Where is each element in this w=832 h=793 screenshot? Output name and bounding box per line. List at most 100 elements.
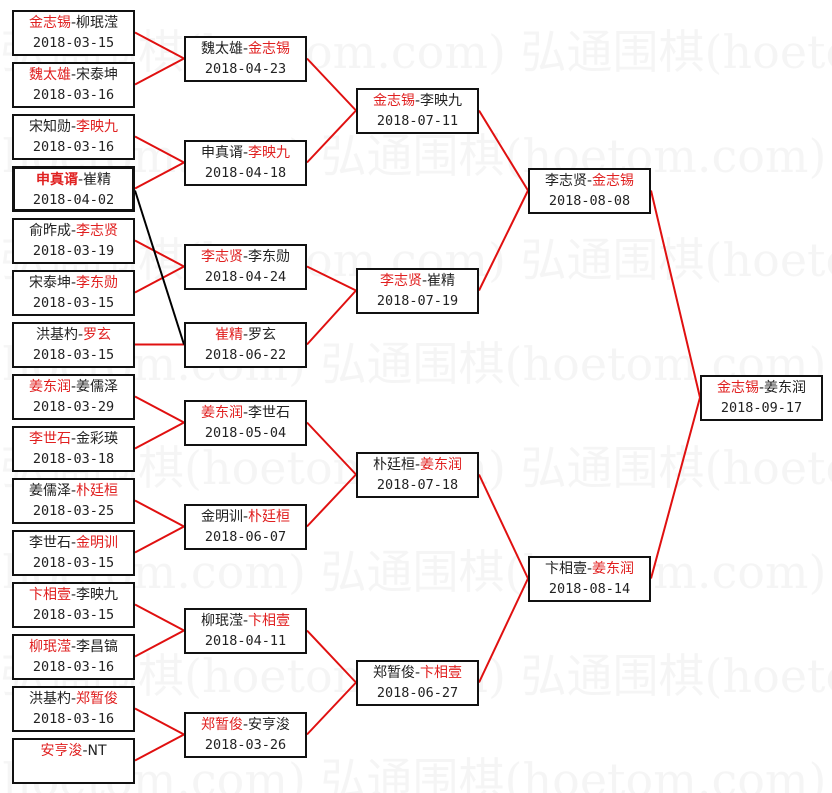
player-2: 李映九 (248, 145, 291, 161)
match-box[interactable]: 朴廷桓-姜东润 2018-07-18 (356, 452, 479, 498)
match-players: 郑暂俊-卞相壹 (358, 663, 477, 683)
player-2: 安亨浚 (248, 717, 291, 733)
match-players: 申真谞-李映九 (186, 143, 305, 163)
player-2: 崔精 (83, 172, 112, 188)
match-players: 柳珉滢-李昌镐 (14, 637, 133, 657)
separator: - (758, 380, 765, 396)
match-date: 2018-08-08 (548, 193, 631, 209)
match-box[interactable]: 卞相壹-李映九 2018-03-15 (12, 582, 135, 628)
player-2: 李世石 (248, 405, 291, 421)
bracket-connector (306, 473, 357, 528)
separator: - (70, 67, 77, 83)
separator: - (242, 405, 249, 421)
match-players: 姜东润-姜儒泽 (14, 377, 133, 397)
match-players: 申真谞-崔精 (15, 170, 132, 190)
match-box[interactable]: 李志贤-金志锡 2018-08-08 (528, 168, 651, 214)
match-box[interactable]: 李世石-金彩瑛 2018-03-18 (12, 426, 135, 472)
separator: - (70, 431, 77, 447)
player-1: 魏太雄 (200, 41, 243, 57)
separator: - (77, 172, 84, 188)
player-2: 李映九 (76, 119, 119, 135)
match-box[interactable]: 金志锡-柳珉滢 2018-03-15 (12, 10, 135, 56)
player-1: 姜东润 (28, 379, 71, 395)
match-box[interactable]: 安亨浚-NT (12, 738, 135, 784)
match-players: 宋泰坤-李东勋 (14, 273, 133, 293)
match-date: 2018-03-16 (32, 139, 115, 155)
player-1: 安亨浚 (40, 743, 83, 759)
bracket-connector (134, 135, 185, 164)
match-box[interactable]: 郑暂俊-安亨浚 2018-03-26 (184, 712, 307, 758)
match-date: 2018-03-16 (32, 711, 115, 727)
match-players: 李志贤-崔精 (358, 271, 477, 291)
match-date: 2018-03-19 (32, 243, 115, 259)
match-players: 卞相壹-姜东润 (530, 559, 649, 579)
player-2: 朴廷桓 (248, 509, 291, 525)
player-1: 朴廷桓 (372, 457, 415, 473)
separator: - (242, 509, 249, 525)
player-2: 崔精 (427, 273, 456, 289)
match-box[interactable]: 金志锡-姜东润 2018-09-17 (700, 375, 823, 421)
match-box[interactable]: 柳珉滢-卞相壹 2018-04-11 (184, 608, 307, 654)
player-2: 金明训 (76, 535, 119, 551)
match-date: 2018-07-19 (376, 293, 459, 309)
player-2: 姜东润 (420, 457, 463, 473)
player-2: 李东勋 (248, 249, 291, 265)
match-players: 金明训-朴廷桓 (186, 507, 305, 527)
player-2: 金志锡 (592, 173, 635, 189)
player-1: 李志贤 (544, 173, 587, 189)
player-2: 李映九 (76, 587, 119, 603)
player-2: 金彩瑛 (76, 431, 119, 447)
match-box[interactable]: 崔精-罗玄 2018-06-22 (184, 322, 307, 368)
bracket-connector (134, 265, 185, 294)
match-players: 俞昨成-李志贤 (14, 221, 133, 241)
match-date: 2018-06-27 (376, 685, 459, 701)
match-box[interactable]: 卞相壹-姜东润 2018-08-14 (528, 556, 651, 602)
match-box[interactable]: 姜儒泽-朴廷桓 2018-03-25 (12, 478, 135, 524)
match-box[interactable]: 郑暂俊-卞相壹 2018-06-27 (356, 660, 479, 706)
bracket-connector (134, 499, 185, 528)
match-box[interactable]: 李志贤-李东勋 2018-04-24 (184, 244, 307, 290)
match-box[interactable]: 宋泰坤-李东勋 2018-03-15 (12, 270, 135, 316)
match-box[interactable]: 姜东润-姜儒泽 2018-03-29 (12, 374, 135, 420)
match-date: 2018-03-26 (204, 737, 287, 753)
bracket-connector (134, 31, 185, 60)
match-box[interactable]: 魏太雄-金志锡 2018-04-23 (184, 36, 307, 82)
player-2: NT (87, 743, 107, 759)
match-box[interactable]: 姜东润-李世石 2018-05-04 (184, 400, 307, 446)
match-date: 2018-03-25 (32, 503, 115, 519)
player-2: 罗玄 (248, 327, 277, 343)
bracket-connector (650, 397, 701, 579)
match-box[interactable]: 柳珉滢-李昌镐 2018-03-16 (12, 634, 135, 680)
match-box[interactable]: 魏太雄-宋泰坤 2018-03-16 (12, 62, 135, 108)
match-box[interactable]: 李志贤-崔精 2018-07-19 (356, 268, 479, 314)
match-date: 2018-03-15 (32, 607, 115, 623)
match-box[interactable]: 宋知勋-李映九 2018-03-16 (12, 114, 135, 160)
player-2: 宋泰坤 (76, 67, 119, 83)
match-players: 李世石-金彩瑛 (14, 429, 133, 449)
player-2: 金志锡 (248, 41, 291, 57)
player-1: 李志贤 (379, 273, 422, 289)
separator: - (242, 327, 249, 343)
match-box[interactable]: 洪基杓-罗玄 2018-03-15 (12, 322, 135, 368)
player-1: 姜东润 (200, 405, 243, 421)
match-box[interactable]: 俞昨成-李志贤 2018-03-19 (12, 218, 135, 264)
separator: - (77, 327, 84, 343)
separator: - (414, 665, 421, 681)
match-box[interactable]: 金明训-朴廷桓 2018-06-07 (184, 504, 307, 550)
match-date: 2018-03-15 (32, 295, 115, 311)
bracket-connector (134, 421, 185, 450)
bracket-connector (478, 578, 529, 683)
match-box[interactable]: 金志锡-李映九 2018-07-11 (356, 88, 479, 134)
separator: - (70, 223, 77, 239)
match-date: 2018-03-15 (32, 347, 115, 363)
match-box[interactable]: 洪基杓-郑暂俊 2018-03-16 (12, 686, 135, 732)
match-players: 魏太雄-金志锡 (186, 39, 305, 59)
separator: - (70, 587, 77, 603)
match-players: 姜儒泽-朴廷桓 (14, 481, 133, 501)
match-players: 柳珉滢-卞相壹 (186, 611, 305, 631)
bracket-connector (306, 629, 357, 684)
match-box[interactable]: 申真谞-李映九 2018-04-18 (184, 140, 307, 186)
match-box[interactable]: 李世石-金明训 2018-03-15 (12, 530, 135, 576)
match-box[interactable]: 申真谞-崔精 2018-04-02 (12, 166, 135, 212)
